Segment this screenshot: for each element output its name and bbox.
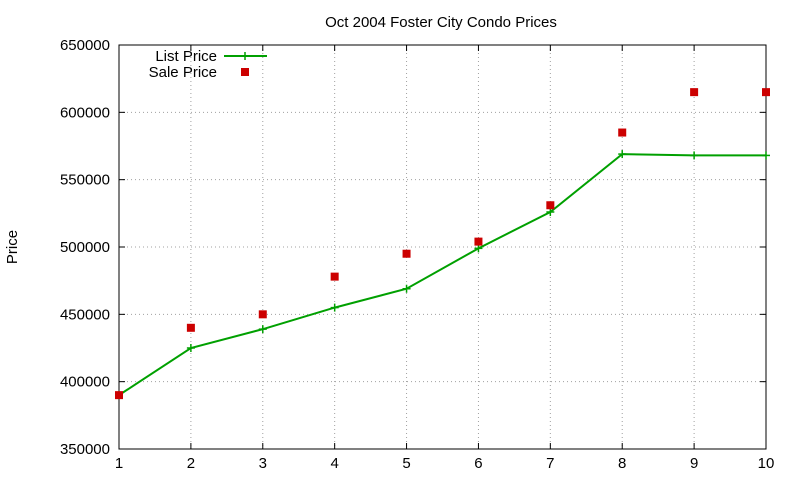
x-tick-label: 8 — [618, 455, 626, 472]
sale-price-point — [330, 272, 339, 281]
chart-title: Oct 2004 Foster City Condo Prices — [325, 14, 557, 31]
list-price-point — [330, 303, 339, 312]
x-tick-label: 3 — [259, 455, 267, 472]
y-tick-label: 350000 — [60, 441, 110, 458]
sale-price-point — [402, 249, 411, 258]
y-tick-label: 650000 — [60, 37, 110, 54]
plot-area-frame — [118, 44, 767, 450]
y-tick-label: 600000 — [60, 104, 110, 121]
legend-swatch-list-price-marker — [241, 52, 249, 60]
list-price-point — [474, 244, 483, 253]
sale-price-point — [690, 88, 699, 97]
x-tick-label: 7 — [546, 455, 554, 472]
list-price-point — [690, 151, 699, 160]
x-tick-label: 9 — [690, 455, 698, 472]
x-tick-label: 6 — [474, 455, 482, 472]
legend-label-sale-price: Sale Price — [149, 64, 217, 81]
y-tick-label: 500000 — [60, 239, 110, 256]
sale-price-point — [258, 310, 267, 319]
grid — [119, 45, 766, 449]
list-price-point — [402, 284, 411, 293]
list-price-point — [618, 150, 627, 159]
legend-label-list-price: List Price — [155, 48, 217, 65]
sale-price-point — [546, 201, 555, 210]
list-price-point — [546, 207, 555, 216]
series-list-price — [115, 150, 770, 400]
sale-price-point — [618, 128, 627, 137]
x-tick-label: 2 — [187, 455, 195, 472]
sale-price-point — [762, 88, 770, 97]
y-tick-label: 550000 — [60, 172, 110, 189]
x-tick-label: 4 — [330, 455, 338, 472]
legend-swatch-sale-price-marker — [241, 68, 249, 76]
x-tick-label: 10 — [758, 455, 775, 472]
y-axis-label: Price — [4, 230, 21, 264]
list-price-point — [258, 325, 267, 334]
series-sale-price — [115, 88, 770, 400]
sale-price-point — [474, 237, 483, 246]
list-price-line — [118, 153, 766, 396]
sale-price-point — [186, 323, 195, 332]
x-tick-label: 5 — [402, 455, 410, 472]
axis-ticks: 1 2 3 4 5 6 7 8 9 10 350000 400000 450000 500000 55000… — [60, 37, 774, 472]
y-tick-label: 450000 — [60, 306, 110, 323]
y-tick-label: 400000 — [60, 374, 110, 391]
list-price-point — [762, 151, 770, 160]
list-price-point — [186, 344, 195, 352]
sale-price-point — [115, 391, 123, 400]
series — [115, 88, 770, 400]
x-tick-label: 1 — [115, 455, 123, 472]
